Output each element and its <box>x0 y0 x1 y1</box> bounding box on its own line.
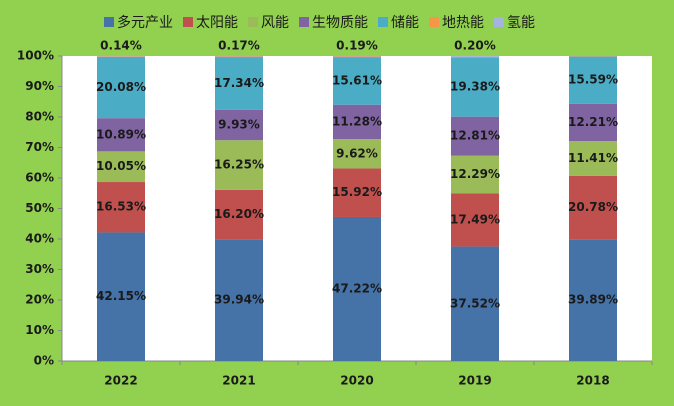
data-label: 12.81% <box>450 129 500 143</box>
bar-segment <box>215 109 263 141</box>
bar-segment <box>569 141 617 176</box>
bar-segment <box>333 104 381 140</box>
data-label: 0.19% <box>336 39 378 53</box>
data-label: 9.93% <box>218 118 260 132</box>
data-label: 15.92% <box>332 185 382 199</box>
y-tick-label: 20% <box>25 293 54 307</box>
bar-segment <box>215 239 263 361</box>
data-label: 10.89% <box>96 127 146 141</box>
bar-segment <box>451 193 499 247</box>
data-label: 39.89% <box>568 293 618 307</box>
data-label: 0.17% <box>218 39 260 53</box>
bar-segment <box>215 140 263 190</box>
legend-label: 多元产业 <box>117 14 173 31</box>
legend-swatch <box>299 17 309 27</box>
bar-segment <box>451 155 499 194</box>
x-tick-label: 2019 <box>458 374 491 388</box>
data-label: 37.52% <box>450 296 500 310</box>
data-label: 16.53% <box>96 200 146 214</box>
y-tick-label: 100% <box>17 49 54 63</box>
y-tick-label: 70% <box>25 140 54 154</box>
bar-segment <box>333 216 381 361</box>
data-label: 42.15% <box>96 289 146 303</box>
data-label: 12.29% <box>450 167 500 181</box>
data-label: 39.94% <box>214 293 264 307</box>
legend-swatch <box>183 17 193 27</box>
y-tick-label: 80% <box>25 110 54 124</box>
y-tick-label: 90% <box>25 79 54 93</box>
y-tick-label: 60% <box>25 171 54 185</box>
bar-segment <box>215 56 263 57</box>
y-tick-label: 40% <box>25 232 54 246</box>
bar-segment <box>215 189 263 240</box>
bar-segment <box>97 56 145 119</box>
y-tick-label: 0% <box>34 354 54 368</box>
data-label: 20.08% <box>96 80 146 94</box>
legend-label: 风能 <box>261 15 289 31</box>
bar-segment <box>451 56 499 58</box>
data-label: 15.59% <box>568 73 618 87</box>
legend-swatch <box>248 17 258 27</box>
bar-segment <box>97 118 145 152</box>
data-label: 17.34% <box>214 76 264 90</box>
legend-swatch <box>494 17 504 27</box>
bar-segment <box>215 56 263 58</box>
bar-segment <box>97 151 145 183</box>
data-label: 12.21% <box>568 115 618 129</box>
bar-segment <box>333 168 381 217</box>
bar-segment <box>569 239 617 361</box>
data-label: 0.20% <box>454 39 496 53</box>
bar-segment <box>569 103 617 142</box>
y-tick-label: 30% <box>25 262 54 276</box>
y-tick-label: 10% <box>25 323 54 337</box>
bar-segment <box>97 182 145 233</box>
data-label: 19.38% <box>450 80 500 94</box>
bar-segment <box>451 116 499 156</box>
legend-swatch <box>378 17 388 27</box>
legend-label: 生物质能 <box>312 15 368 31</box>
legend: 多元产业 太阳能 风能 生物质能 储能 地热能 氢能 <box>104 14 535 31</box>
bar-segment <box>333 57 381 105</box>
x-tick-label: 2018 <box>576 374 609 388</box>
data-label: 16.25% <box>214 157 264 171</box>
x-tick-label: 2022 <box>104 374 137 388</box>
legend-label: 储能 <box>391 15 419 31</box>
bar-segment <box>569 175 617 240</box>
data-label: 10.05% <box>96 159 146 173</box>
data-label: 11.41% <box>568 151 618 165</box>
bar-segment <box>333 56 381 58</box>
data-label: 20.78% <box>568 200 618 214</box>
y-tick-label: 50% <box>25 201 54 215</box>
data-label: 47.22% <box>332 281 382 295</box>
data-label: 11.28% <box>332 114 382 128</box>
data-label: 0.14% <box>100 39 142 53</box>
data-label: 15.61% <box>332 73 382 87</box>
bar-segment <box>333 139 381 169</box>
bar-segment <box>215 57 263 110</box>
legend-swatch <box>429 17 439 27</box>
legend-label: 氢能 <box>507 15 535 31</box>
bar-segment <box>569 56 617 104</box>
bar-segment <box>97 232 145 361</box>
x-tick-label: 2021 <box>222 374 255 388</box>
legend-swatch <box>104 17 114 27</box>
legend-label: 地热能 <box>442 15 484 31</box>
bar-segment <box>451 56 499 57</box>
bar-segment <box>451 246 499 361</box>
bar-segment <box>451 57 499 117</box>
data-label: 16.20% <box>214 207 264 221</box>
legend-label: 太阳能 <box>196 15 238 31</box>
x-tick-label: 2020 <box>340 374 373 388</box>
data-label: 17.49% <box>450 212 500 226</box>
data-label: 9.62% <box>336 146 378 160</box>
